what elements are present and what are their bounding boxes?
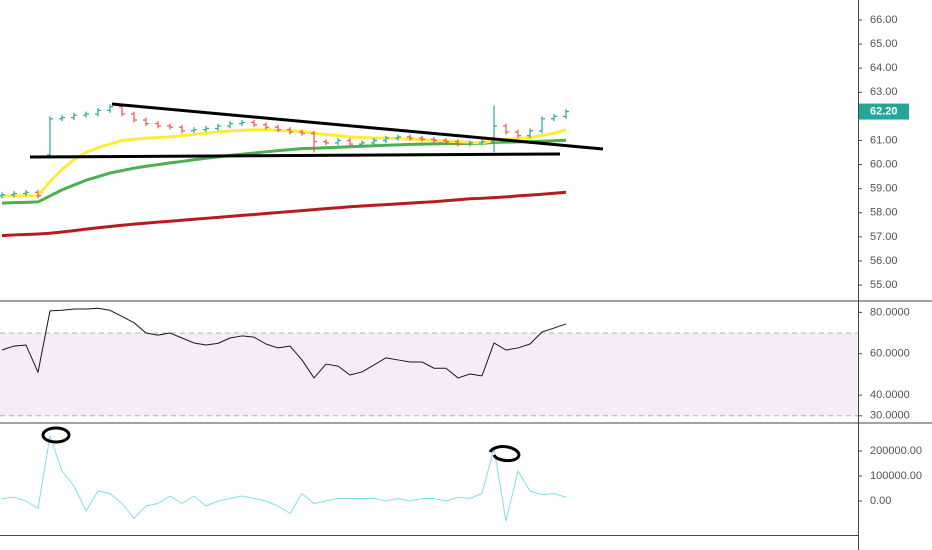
- y-tick-label: 56.00: [870, 255, 898, 267]
- y-tick-label: 58.00: [870, 207, 898, 219]
- y-tick-label: 55.00: [870, 279, 898, 291]
- annotation-circle: [488, 445, 521, 463]
- last-price-box: [859, 103, 909, 120]
- band: [0, 333, 858, 416]
- y-tick-label: 60.00: [870, 158, 898, 170]
- y-tick-label: 100000.00: [870, 470, 922, 482]
- y-tick-label: 63.00: [870, 86, 898, 98]
- y-tick-label: 61.00: [870, 134, 898, 146]
- y-tick-label: 80.0000: [870, 306, 910, 318]
- line-series: [1, 190, 567, 238]
- y-tick-label: 57.00: [870, 231, 898, 243]
- annotation-circle: [41, 426, 71, 444]
- trendline: [111, 102, 604, 151]
- line-series: [1, 307, 567, 379]
- y-tick-label: 64.00: [870, 62, 898, 74]
- y-tick-label: 40.0000: [870, 389, 910, 401]
- last-price-label: 62.20: [870, 105, 898, 117]
- trendline: [29, 152, 561, 159]
- y-tick-label: 0.00: [870, 495, 891, 507]
- y-tick-label: 66.00: [870, 14, 898, 26]
- marks-layer: [0, 104, 569, 522]
- line-series: [1, 435, 567, 522]
- y-tick-label: 59.00: [870, 183, 898, 195]
- labels-layer: 55.0056.0057.0058.0059.0060.0061.0062.00…: [858, 14, 922, 507]
- grid-layer: [0, 332, 858, 417]
- y-tick-label: 65.00: [870, 38, 898, 50]
- y-tick-label: 30.0000: [870, 410, 910, 422]
- y-tick-label: 60.0000: [870, 348, 910, 360]
- y-tick-label: 200000.00: [870, 445, 922, 457]
